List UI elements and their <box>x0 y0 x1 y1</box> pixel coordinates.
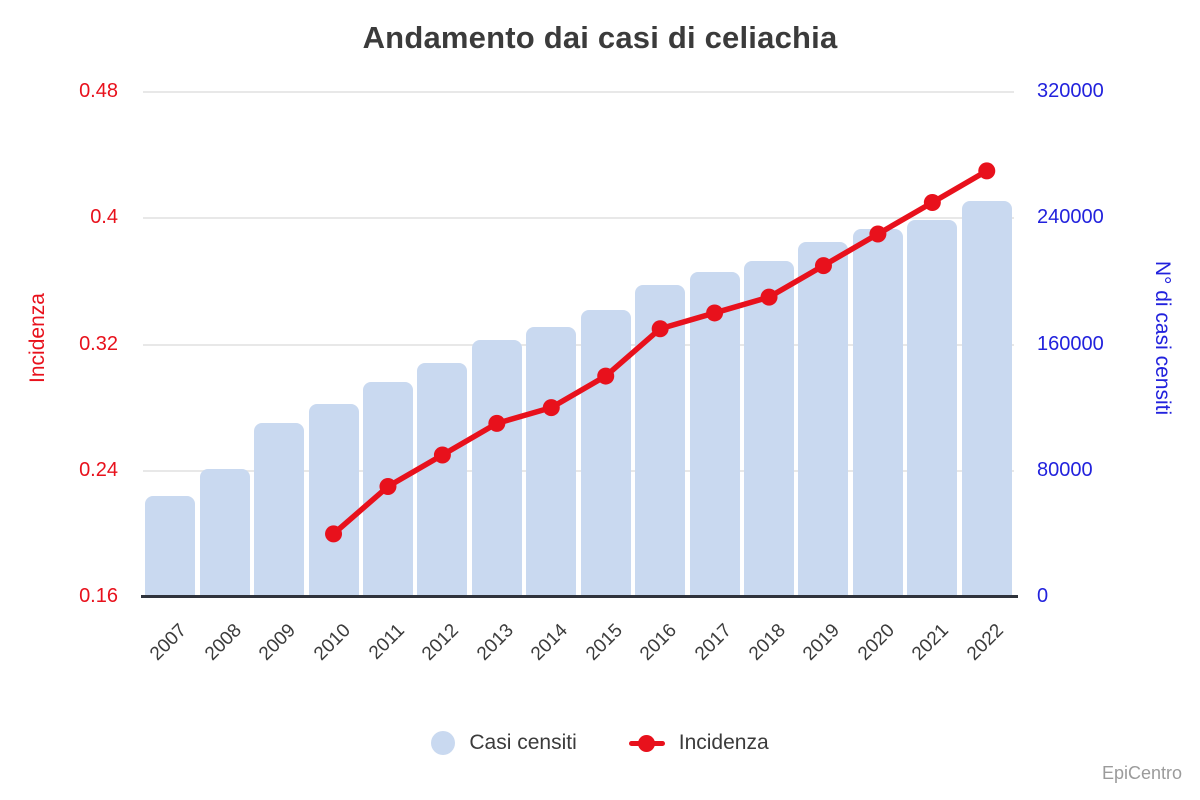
bar-2008 <box>199 469 250 597</box>
left-axis-tick: 0.24 <box>79 458 118 481</box>
right-axis-tick: 80000 <box>1037 458 1093 481</box>
bar-2020 <box>852 229 903 597</box>
bar-series-swatch-icon <box>431 731 456 755</box>
legend-item-casi-censiti: Casi censiti <box>431 731 577 755</box>
incidenza-point <box>923 193 941 211</box>
plot-area <box>141 91 1018 598</box>
bar-2015 <box>580 309 631 597</box>
incidenza-point <box>978 162 996 180</box>
right-axis-tick: 0 <box>1037 585 1049 608</box>
bar-2017 <box>689 271 740 597</box>
incidenza-point <box>706 304 724 322</box>
bar-2021 <box>907 219 958 597</box>
incidenza-point <box>325 525 343 543</box>
line-series-swatch-icon <box>628 734 665 752</box>
incidenza-point <box>869 225 887 243</box>
bar-2010 <box>308 404 359 597</box>
right-axis-title: N° di casi censiti <box>1151 260 1174 416</box>
left-axis-tick: 0.16 <box>79 585 118 608</box>
incidenza-point <box>488 414 506 432</box>
incidenza-point <box>379 478 397 496</box>
right-axis-tick: 160000 <box>1037 332 1104 355</box>
bar-2022 <box>961 200 1012 597</box>
bar-2012 <box>417 363 468 597</box>
right-axis-tick: 240000 <box>1037 206 1104 229</box>
incidenza-line-layer <box>325 162 996 543</box>
legend-label-incidenza: Incidenza <box>678 731 769 754</box>
legend-label-casi-censiti: Casi censiti <box>469 731 577 754</box>
bar-2007 <box>145 496 196 597</box>
bar-2018 <box>744 260 795 597</box>
incidenza-point <box>597 367 615 385</box>
gridline <box>143 91 1014 93</box>
bar-2009 <box>254 423 305 597</box>
left-axis-tick: 0.48 <box>79 80 118 103</box>
incidenza-line <box>330 168 990 537</box>
x-axis-line <box>141 595 1018 598</box>
bar-2014 <box>526 327 577 597</box>
bar-2013 <box>471 339 522 597</box>
gridline <box>143 343 1014 346</box>
incidenza-point <box>433 446 451 464</box>
watermark: EpiCentro <box>1101 763 1182 783</box>
left-axis-tick: 0.4 <box>90 206 118 229</box>
gridline <box>143 217 1014 220</box>
gridline <box>143 469 1014 472</box>
chart-title: Andamento dai casi di celiachia <box>362 20 838 55</box>
incidenza-point <box>651 320 669 338</box>
legend: Casi censiti Incidenza <box>0 726 1200 760</box>
legend-item-incidenza: Incidenza <box>628 731 769 755</box>
left-axis-tick: 0.32 <box>79 332 118 355</box>
incidenza-point <box>542 399 560 417</box>
right-axis-tick: 320000 <box>1037 80 1104 103</box>
bar-2019 <box>798 241 849 597</box>
incidenza-point <box>760 288 778 306</box>
line-series-dot-icon <box>638 734 656 752</box>
incidenza-point <box>814 257 832 275</box>
